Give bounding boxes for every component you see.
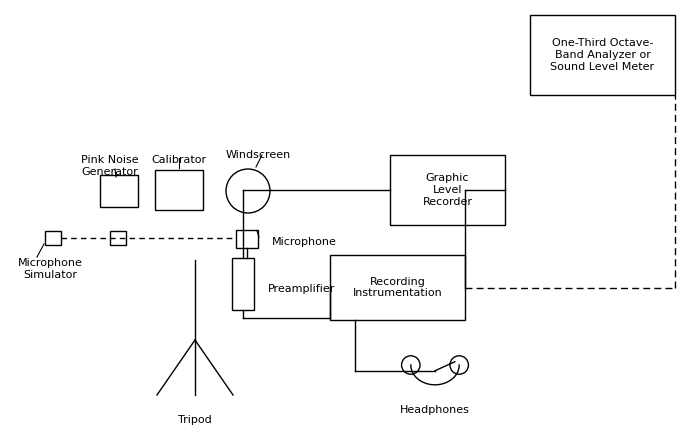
Text: Graphic
Level
Recorder: Graphic Level Recorder <box>423 173 473 207</box>
Circle shape <box>450 356 468 374</box>
Circle shape <box>402 356 420 374</box>
Text: Pink Noise
Generator: Pink Noise Generator <box>81 155 139 177</box>
Bar <box>530 15 675 95</box>
Bar <box>110 231 126 245</box>
Text: Headphones: Headphones <box>400 405 470 415</box>
Bar <box>232 258 254 310</box>
Text: Calibrator: Calibrator <box>151 155 206 165</box>
Bar <box>330 255 465 320</box>
Bar <box>155 170 203 210</box>
Text: Tripod: Tripod <box>178 415 212 425</box>
Bar <box>100 175 138 207</box>
Bar <box>390 155 505 225</box>
Bar <box>45 231 61 245</box>
Text: Windscreen: Windscreen <box>225 150 290 160</box>
Text: One-Third Octave-
Band Analyzer or
Sound Level Meter: One-Third Octave- Band Analyzer or Sound… <box>550 39 654 71</box>
Bar <box>236 230 258 248</box>
Text: Microphone
Simulator: Microphone Simulator <box>18 258 83 279</box>
Text: Recording
Instrumentation: Recording Instrumentation <box>353 276 442 298</box>
Text: Microphone: Microphone <box>272 237 337 247</box>
Text: Preamplifier: Preamplifier <box>268 284 335 294</box>
Ellipse shape <box>226 169 270 213</box>
